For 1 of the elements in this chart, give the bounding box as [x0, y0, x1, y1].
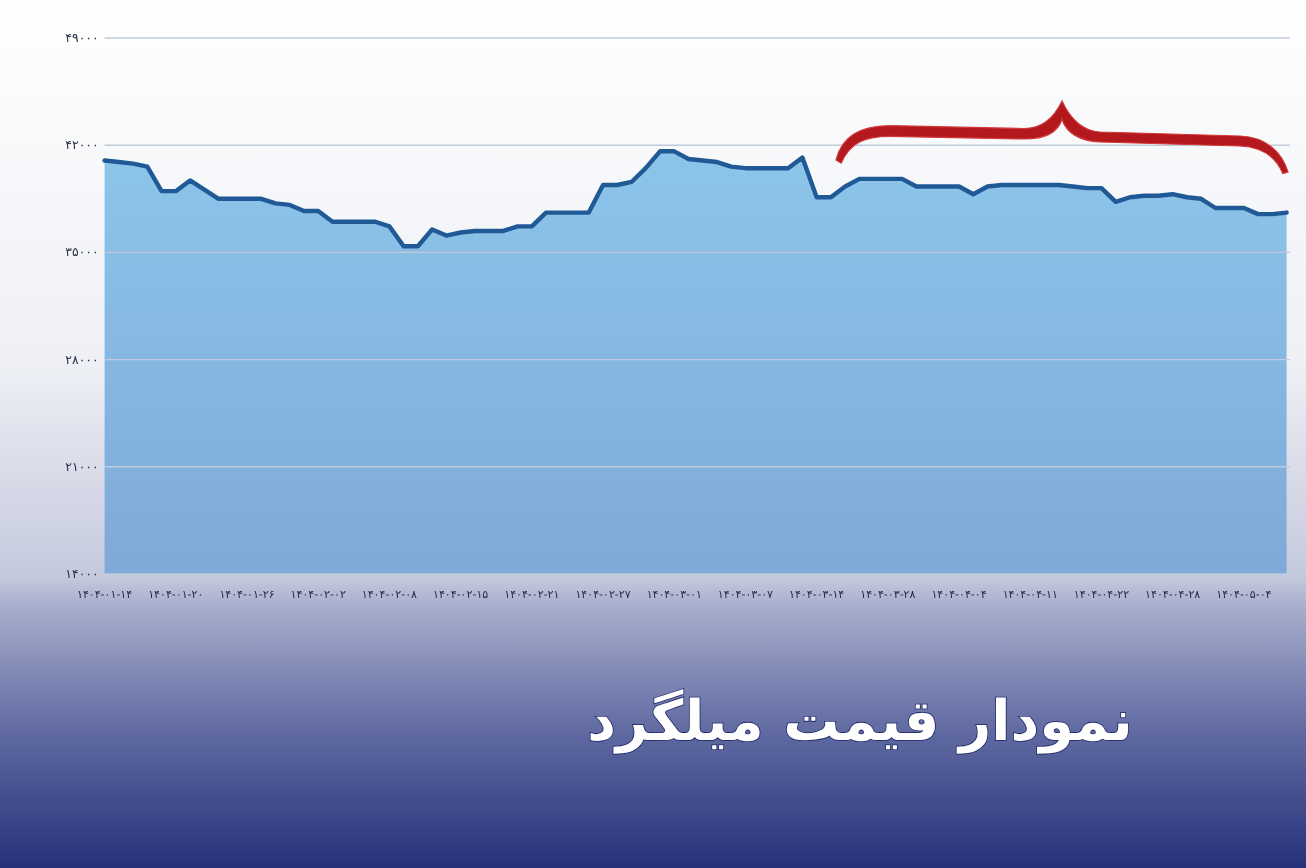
- title: نمودار قیمت میلگرد: [587, 688, 1133, 754]
